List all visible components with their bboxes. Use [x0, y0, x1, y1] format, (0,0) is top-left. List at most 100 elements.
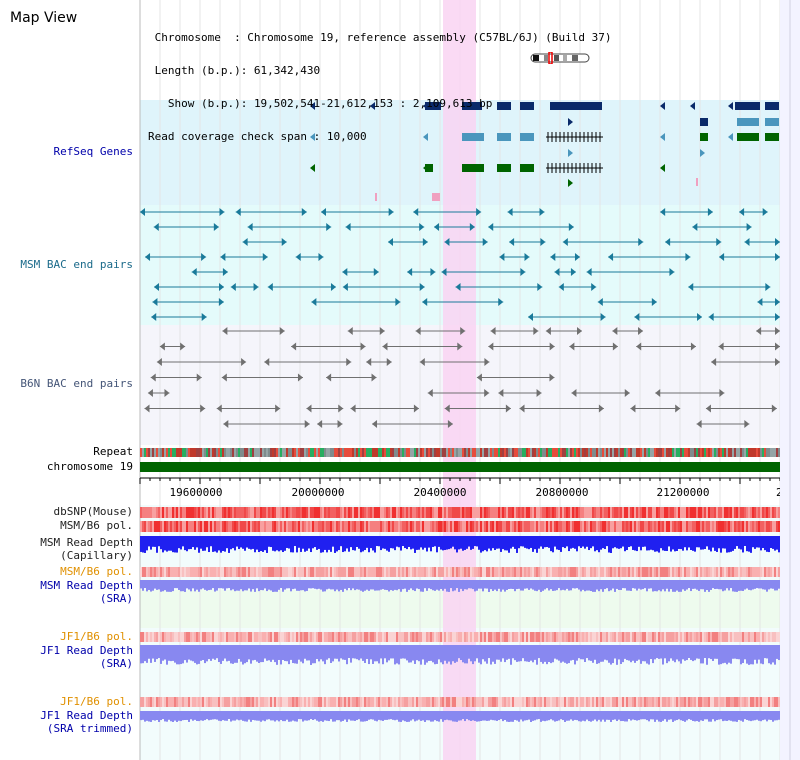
jf1-b6-pol-trimmed-heat-cell[interactable]: [266, 697, 268, 707]
repeat-element[interactable]: [450, 448, 452, 457]
jf1-depth-trimmed-bar[interactable]: [200, 711, 202, 721]
msm-depth-sra-bar[interactable]: [362, 580, 364, 592]
dbsnp-heat-cell[interactable]: [362, 507, 364, 518]
jf1-depth-trimmed-bar[interactable]: [280, 711, 282, 720]
jf1-depth-trimmed-bar[interactable]: [402, 711, 404, 721]
b6n-bac-pair-end[interactable]: [484, 389, 490, 397]
jf1-depth-trimmed-bar[interactable]: [590, 711, 592, 722]
jf1-b6-pol-trimmed-heat-cell[interactable]: [348, 697, 350, 707]
jf1-depth-sra-bar[interactable]: [156, 645, 158, 660]
jf1-b6-pol-heat-cell[interactable]: [300, 632, 302, 642]
jf1-depth-sra-bar[interactable]: [178, 645, 180, 665]
msm-b6-pol-heat-cell[interactable]: [402, 521, 404, 532]
msm-b6-pol-sra-heat-cell[interactable]: [690, 567, 692, 577]
repeat-element[interactable]: [440, 448, 442, 457]
dbsnp-heat-cell[interactable]: [440, 507, 442, 518]
repeat-element[interactable]: [480, 448, 482, 457]
jf1-depth-trimmed-bar[interactable]: [334, 711, 336, 722]
msm-depth-sra-bar[interactable]: [338, 580, 340, 592]
jf1-depth-sra-bar[interactable]: [498, 645, 500, 660]
msm-depth-sra-bar[interactable]: [772, 580, 774, 589]
msm-b6-pol-sra-heat-cell[interactable]: [432, 567, 434, 577]
jf1-b6-pol-trimmed-heat-cell[interactable]: [530, 697, 532, 707]
jf1-depth-sra-bar[interactable]: [202, 645, 204, 661]
jf1-depth-sra-bar[interactable]: [486, 645, 488, 664]
msm-b6-pol-sra-heat-cell[interactable]: [542, 567, 544, 577]
jf1-depth-sra-bar[interactable]: [146, 645, 148, 663]
msm-b6-pol-sra-heat-cell[interactable]: [286, 567, 288, 577]
jf1-b6-pol-trimmed-heat-cell[interactable]: [658, 697, 660, 707]
jf1-b6-pol-heat-cell[interactable]: [196, 632, 198, 642]
repeat-element[interactable]: [354, 448, 356, 457]
msm-depth-sra-bar[interactable]: [184, 580, 186, 592]
msm-depth-sra-bar[interactable]: [242, 580, 244, 592]
jf1-b6-pol-trimmed-heat-cell[interactable]: [716, 697, 718, 707]
dbsnp-heat-cell[interactable]: [634, 507, 636, 518]
jf1-b6-pol-heat-cell[interactable]: [608, 632, 610, 642]
msm-b6-pol-heat-cell[interactable]: [772, 521, 774, 532]
jf1-depth-sra-bar[interactable]: [442, 645, 444, 665]
msm-depth-capillary-bar[interactable]: [216, 536, 218, 553]
msm-b6-pol-heat-cell[interactable]: [562, 521, 564, 532]
msm-depth-capillary-bar[interactable]: [690, 536, 692, 550]
msm-depth-sra-bar[interactable]: [650, 580, 652, 589]
msm-depth-sra-bar[interactable]: [548, 580, 550, 591]
msm-b6-pol-sra-heat-cell[interactable]: [394, 567, 396, 577]
repeat-element[interactable]: [206, 448, 208, 457]
b6n-bac-pair-end[interactable]: [598, 404, 604, 413]
dbsnp-heat-cell[interactable]: [626, 507, 628, 518]
msm-b6-pol-sra-heat-cell[interactable]: [776, 567, 778, 577]
msm-depth-capillary-bar[interactable]: [672, 536, 674, 550]
msm-depth-sra-bar[interactable]: [292, 580, 294, 590]
msm-b6-pol-sra-heat-cell[interactable]: [274, 567, 276, 577]
jf1-depth-sra-bar[interactable]: [262, 645, 264, 663]
dbsnp-heat-cell[interactable]: [558, 507, 560, 518]
jf1-depth-trimmed-bar[interactable]: [434, 711, 436, 721]
msm-depth-capillary-bar[interactable]: [676, 536, 678, 551]
jf1-b6-pol-trimmed-heat-cell[interactable]: [742, 697, 744, 707]
repeat-element[interactable]: [418, 448, 420, 457]
msm-b6-pol-heat-cell[interactable]: [528, 521, 530, 532]
b6n-bac-pair-end[interactable]: [744, 420, 750, 428]
b6n-bac-pair-end[interactable]: [241, 358, 247, 366]
jf1-depth-sra-bar[interactable]: [402, 645, 404, 659]
msm-depth-capillary-bar[interactable]: [762, 536, 764, 549]
msm-depth-sra-bar[interactable]: [428, 580, 430, 589]
msm-depth-capillary-bar[interactable]: [716, 536, 718, 552]
dbsnp-heat-cell[interactable]: [662, 507, 664, 518]
jf1-depth-trimmed-bar[interactable]: [374, 711, 376, 721]
jf1-depth-trimmed-bar[interactable]: [624, 711, 626, 722]
repeat-element[interactable]: [204, 448, 206, 457]
msm-bac-pair-end[interactable]: [685, 253, 691, 261]
jf1-b6-pol-heat-cell[interactable]: [532, 632, 534, 642]
repeat-element[interactable]: [406, 448, 408, 457]
msm-depth-capillary-bar[interactable]: [542, 536, 544, 549]
dbsnp-heat-cell[interactable]: [688, 507, 690, 518]
msm-depth-sra-bar[interactable]: [510, 580, 512, 589]
jf1-b6-pol-heat-cell[interactable]: [540, 632, 542, 642]
msm-depth-capillary-bar[interactable]: [618, 536, 620, 549]
msm-b6-pol-sra-heat-cell[interactable]: [684, 567, 686, 577]
msm-depth-capillary-bar[interactable]: [556, 536, 558, 550]
jf1-depth-trimmed-bar[interactable]: [482, 711, 484, 721]
repeat-element[interactable]: [702, 448, 704, 457]
msm-depth-capillary-bar[interactable]: [450, 536, 452, 549]
jf1-b6-pol-trimmed-heat-cell[interactable]: [334, 697, 336, 707]
dbsnp-heat-cell[interactable]: [614, 507, 616, 518]
b6n-bac-pair-end[interactable]: [350, 404, 356, 413]
msm-depth-sra-bar[interactable]: [166, 580, 168, 592]
msm-depth-capillary-bar[interactable]: [272, 536, 274, 551]
msm-b6-pol-sra-heat-cell[interactable]: [702, 567, 704, 577]
msm-depth-capillary-bar[interactable]: [604, 536, 606, 550]
msm-depth-capillary-bar[interactable]: [474, 536, 476, 547]
jf1-depth-sra-bar[interactable]: [568, 645, 570, 664]
jf1-b6-pol-trimmed-heat-cell[interactable]: [478, 697, 480, 707]
msm-depth-sra-bar[interactable]: [162, 580, 164, 592]
dbsnp-heat-cell[interactable]: [364, 507, 366, 518]
dbsnp-heat-cell[interactable]: [750, 507, 752, 518]
msm-depth-capillary-bar[interactable]: [772, 536, 774, 549]
msm-depth-capillary-bar[interactable]: [602, 536, 604, 549]
msm-depth-sra-bar[interactable]: [298, 580, 300, 591]
msm-depth-capillary-bar[interactable]: [430, 536, 432, 552]
msm-depth-sra-bar[interactable]: [702, 580, 704, 590]
